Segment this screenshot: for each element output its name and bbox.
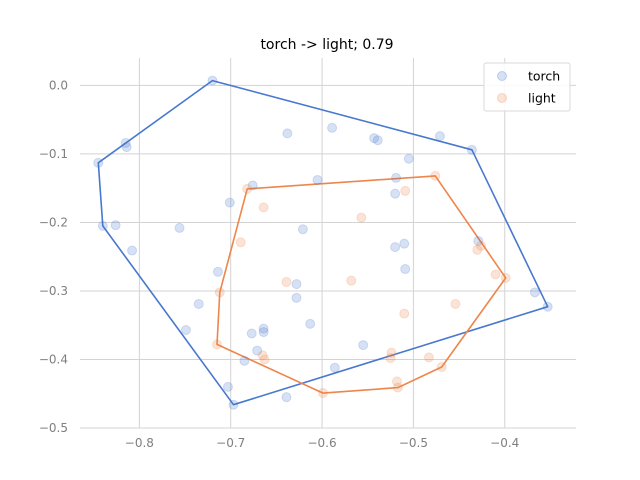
- point-torch: [390, 242, 401, 253]
- point-torch: [434, 131, 445, 142]
- point-torch: [228, 399, 239, 410]
- point-torch: [174, 222, 185, 233]
- point-torch: [193, 298, 204, 309]
- x-tick-label: −0.8: [125, 436, 154, 450]
- data-points: [93, 75, 553, 410]
- point-light: [490, 269, 501, 280]
- point-light: [259, 354, 270, 365]
- point-torch: [372, 135, 383, 146]
- point-light: [430, 170, 441, 181]
- grid: [80, 58, 576, 429]
- point-torch: [224, 197, 235, 208]
- point-light: [399, 308, 410, 319]
- y-axis-ticks: 0.0 −0.1 −0.2 −0.3 −0.4 −0.5: [39, 78, 68, 435]
- y-tick-label: 0.0: [49, 78, 68, 92]
- point-torch: [297, 224, 308, 235]
- point-torch: [97, 220, 108, 231]
- legend-marker-torch: [497, 71, 507, 81]
- point-light: [258, 202, 269, 213]
- legend-marker-light: [497, 93, 507, 103]
- point-torch: [246, 328, 257, 339]
- point-light: [400, 185, 411, 196]
- point-torch: [222, 381, 233, 392]
- point-light: [235, 237, 246, 248]
- point-light: [436, 362, 447, 373]
- y-tick-label: −0.2: [39, 215, 68, 229]
- point-torch: [212, 266, 223, 277]
- point-torch: [120, 137, 131, 148]
- x-tick-label: −0.4: [490, 436, 519, 450]
- point-light: [391, 376, 402, 387]
- y-tick-label: −0.1: [39, 147, 68, 161]
- point-torch: [127, 245, 138, 256]
- y-tick-label: −0.4: [39, 352, 68, 366]
- point-light: [212, 339, 223, 350]
- point-torch: [180, 325, 191, 336]
- x-axis-ticks: −0.8 −0.7 −0.6 −0.5 −0.4: [125, 436, 520, 450]
- point-torch: [329, 362, 340, 373]
- point-torch: [207, 75, 218, 86]
- x-tick-label: −0.7: [216, 436, 245, 450]
- point-torch: [258, 327, 269, 338]
- y-tick-label: −0.3: [39, 284, 68, 298]
- point-torch: [305, 318, 316, 329]
- point-torch: [291, 279, 302, 290]
- y-tick-label: −0.5: [39, 421, 68, 435]
- point-light: [257, 350, 268, 361]
- point-torch: [121, 142, 132, 153]
- legend-label-light: light: [528, 91, 556, 106]
- point-torch: [390, 188, 401, 199]
- point-light: [242, 183, 253, 194]
- point-light: [346, 275, 357, 286]
- x-tick-label: −0.6: [307, 436, 336, 450]
- point-torch: [403, 153, 414, 164]
- point-torch: [473, 235, 484, 246]
- point-light: [450, 298, 461, 309]
- legend: torch light: [483, 62, 571, 112]
- point-torch: [247, 180, 258, 191]
- point-light: [385, 353, 396, 364]
- point-torch: [327, 122, 338, 133]
- point-torch: [258, 323, 269, 334]
- point-torch: [252, 345, 263, 356]
- point-light: [472, 244, 483, 255]
- point-light: [476, 240, 487, 251]
- point-light: [500, 272, 511, 283]
- point-light: [281, 277, 292, 288]
- point-light: [386, 347, 397, 358]
- hull-torch: [97, 79, 549, 406]
- point-torch: [400, 264, 411, 275]
- point-torch: [282, 128, 293, 139]
- point-torch: [369, 133, 380, 144]
- point-torch: [358, 340, 369, 351]
- point-torch: [542, 301, 553, 312]
- point-torch: [281, 392, 292, 403]
- hull-lines: [97, 79, 549, 406]
- point-light: [317, 388, 328, 399]
- point-torch: [529, 287, 540, 298]
- legend-frame: [483, 62, 571, 112]
- chart-title: torch -> light; 0.79: [260, 37, 393, 53]
- point-light: [356, 212, 367, 223]
- point-torch: [110, 220, 121, 231]
- point-torch: [466, 144, 477, 155]
- point-light: [214, 287, 225, 298]
- x-tick-label: −0.5: [399, 436, 428, 450]
- point-torch: [399, 238, 410, 249]
- point-torch: [291, 292, 302, 303]
- point-light: [423, 352, 434, 363]
- point-light: [392, 382, 403, 393]
- hull-light: [216, 175, 507, 394]
- point-torch: [391, 172, 402, 183]
- point-torch: [239, 355, 250, 366]
- point-torch: [93, 157, 104, 168]
- point-torch: [312, 174, 323, 185]
- legend-label-torch: torch: [528, 69, 560, 84]
